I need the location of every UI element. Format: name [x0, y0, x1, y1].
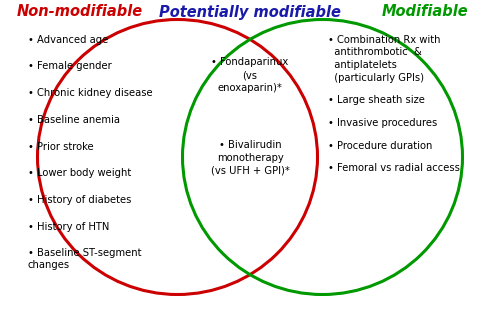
Text: • Prior stroke: • Prior stroke [28, 142, 93, 152]
Text: • Lower body weight: • Lower body weight [28, 168, 131, 178]
Text: Non-modifiable: Non-modifiable [17, 4, 143, 19]
Text: • Advanced age: • Advanced age [28, 35, 108, 45]
Text: • Procedure duration: • Procedure duration [328, 140, 432, 150]
Text: • Baseline ST-segment
changes: • Baseline ST-segment changes [28, 248, 141, 270]
Text: • Chronic kidney disease: • Chronic kidney disease [28, 88, 152, 98]
Text: Potentially modifiable: Potentially modifiable [159, 4, 341, 19]
Text: • Bivalirudin
monotherapy
(vs UFH + GPI)*: • Bivalirudin monotherapy (vs UFH + GPI)… [210, 139, 290, 176]
Text: • History of HTN: • History of HTN [28, 222, 109, 232]
Text: • Fondaparinux
(vs
enoxaparin)*: • Fondaparinux (vs enoxaparin)* [212, 57, 288, 93]
Text: Modifiable: Modifiable [382, 4, 468, 19]
Text: • Large sheath size: • Large sheath size [328, 95, 424, 105]
Text: • Baseline anemia: • Baseline anemia [28, 115, 120, 125]
Text: • Femoral vs radial access: • Femoral vs radial access [328, 163, 460, 173]
Text: • History of diabetes: • History of diabetes [28, 195, 131, 205]
Text: • Female gender: • Female gender [28, 61, 111, 71]
Text: • Combination Rx with
  antithrombotic  &
  antiplatelets
  (particularly GPIs): • Combination Rx with antithrombotic & a… [328, 35, 440, 83]
Text: • Invasive procedures: • Invasive procedures [328, 118, 437, 128]
